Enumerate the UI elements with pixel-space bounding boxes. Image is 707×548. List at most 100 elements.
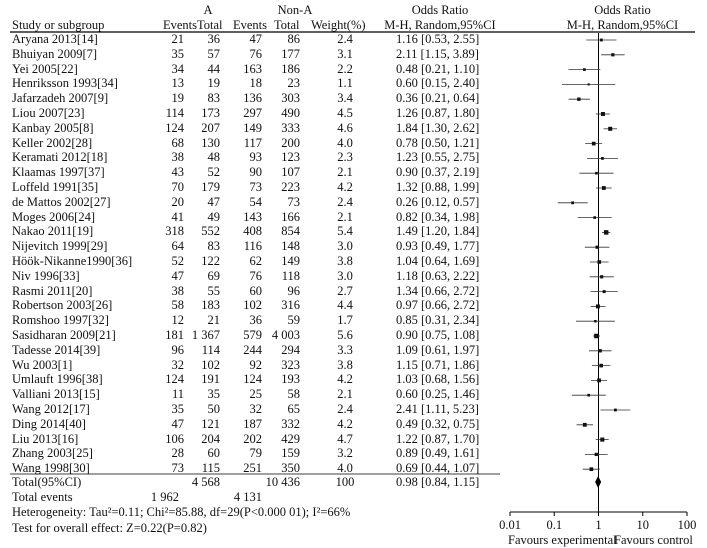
plot-column-title: Odds Ratio	[594, 3, 651, 17]
total-a: 121	[201, 416, 220, 431]
table-row: Loffeld 1991[35] 70 179 73 223 4.2 1.32 [0.88,…	[0, 179, 500, 195]
study-name: Bhuiyan 2009[7]	[12, 46, 98, 61]
events-nona: 93	[249, 150, 263, 165]
total-nona: 23	[287, 76, 301, 91]
events-nona: 149	[243, 120, 262, 135]
total-a: 204	[201, 431, 220, 446]
total-a: 48	[207, 150, 221, 165]
weight: 4.5	[337, 106, 353, 120]
events-a: 47	[171, 416, 185, 431]
favours-experimental-label: Favours experimental	[508, 533, 617, 547]
study-name: Wu 2003[1]	[12, 357, 73, 372]
study-name: Nijevitch 1999[29]	[12, 239, 108, 254]
weight: 2.2	[337, 61, 353, 76]
table-row: Ding 2014[40] 47 121 187 332 4.2 0.49 [0.32, 0…	[0, 416, 500, 432]
events-a: 318	[165, 224, 184, 239]
events-a: 38	[171, 283, 185, 298]
pooled-diamond	[595, 476, 602, 488]
or-text: 0.26 [0.12, 0.57]	[396, 194, 480, 209]
table-row: de Mattos 2002[27] 20 47 54 73 2.4 0.26 [0.12,…	[0, 194, 500, 210]
group-a-header: A	[203, 3, 213, 17]
table-row: Liu 2013[16] 106 204 202 429 4.7 1.22 [0.87, 1…	[0, 431, 500, 447]
point-estimate	[600, 437, 605, 442]
weight: 4.0	[337, 135, 353, 150]
tick-label: 10	[636, 518, 650, 532]
total-nona: 107	[281, 165, 300, 180]
total-a: 83	[207, 91, 221, 106]
study-name: Wang 2012[17]	[12, 402, 90, 416]
weight: 5.4	[337, 224, 353, 239]
events-a-total: 1 962	[150, 490, 179, 504]
table-row: Niv 1996[33] 47 69 76 118 3.0 1.18 [0.63, 2.22…	[0, 268, 500, 284]
table-row: Yei 2005[22] 34 44 163 186 2.2 0.48 [0.21, 1.1…	[0, 61, 500, 77]
events-nona: 90	[249, 165, 263, 180]
study-name: Wang 1998[30]	[12, 461, 90, 476]
study-name: Jafarzadeh 2007[9]	[12, 91, 109, 106]
table-row: Wu 2003[1] 32 102 92 323 3.8 1.15 [0.71, 1.86]	[0, 357, 500, 373]
events-nona: 136	[243, 91, 262, 106]
total-a: 19	[207, 76, 221, 91]
events-a: 114	[165, 106, 184, 120]
study-name: Niv 1996[33]	[12, 268, 80, 283]
total-nona: 200	[281, 135, 300, 150]
or-column-subtitle: M-H, Random,95%CI	[384, 18, 496, 32]
total-a: 44	[207, 61, 221, 76]
point-estimate	[613, 408, 617, 412]
total-nona: 96	[287, 283, 301, 298]
total-nona-header: Total	[274, 18, 300, 32]
total-nona: 148	[281, 239, 300, 254]
total-nona: 350	[281, 461, 300, 476]
point-estimate	[587, 393, 591, 397]
events-nona: 36	[249, 313, 263, 328]
study-name: Höök-Nikanne1990[36]	[12, 254, 133, 268]
total-a: 35	[207, 387, 221, 402]
table-row: Kanbay 2005[8] 124 207 149 333 4.6 1.84 [1.30,…	[0, 120, 500, 136]
events-a: 28	[171, 446, 185, 461]
study-name: Robertson 2003[26]	[12, 298, 113, 313]
weight: 2.4	[337, 194, 353, 209]
total-nona: 186	[281, 61, 300, 76]
favours-control-label: Favours control	[614, 533, 693, 547]
events-a: 52	[171, 254, 185, 268]
events-a: 41	[171, 209, 185, 224]
plot-column-subtitle: M-H, Random,95%CI	[566, 18, 679, 32]
point-estimate	[589, 467, 594, 472]
point-estimate	[601, 157, 604, 160]
events-a: 70	[171, 180, 185, 194]
events-a: 13	[171, 76, 185, 91]
table-row: Umlauft 1996[38] 124 191 124 193 4.2 1.03 [0.6…	[0, 371, 500, 387]
table-row: Wang 1998[30] 73 115 251 350 4.0 0.69 [0.44, 1…	[0, 460, 500, 476]
or-text: 1.32 [0.88, 1.99]	[396, 180, 480, 194]
events-a: 19	[171, 91, 185, 106]
total-a-value: 4 568	[191, 475, 220, 489]
total-nona: 73	[287, 194, 301, 209]
tick-label: 0.1	[546, 518, 563, 532]
study-name: Tadesse 2014[39]	[12, 342, 101, 357]
or-text: 0.85 [0.31, 2.34]	[396, 313, 480, 328]
or-text: 1.09 [0.61, 1.97]	[396, 342, 480, 357]
table-row: Bhuiyan 2009[7] 35 57 76 177 3.1 2.11 [1.15, 3…	[0, 46, 500, 62]
weight: 4.4	[337, 298, 353, 313]
events-nona: 251	[243, 461, 262, 476]
study-name: Zhang 2003[25]	[12, 446, 93, 461]
point-estimate	[595, 304, 600, 309]
events-nona: 18	[249, 76, 263, 91]
events-nona: 47	[249, 32, 263, 46]
study-header: Study or subgroup	[12, 18, 105, 32]
events-nona: 25	[249, 387, 263, 402]
events-nona: 408	[243, 224, 262, 239]
group-non-a-header: Non-A	[277, 3, 313, 17]
table-row: Tadesse 2014[39] 96 114 244 294 3.3 1.09 [0.61…	[0, 342, 500, 358]
events-a: 58	[171, 298, 185, 313]
or-text: 0.48 [0.21, 1.10]	[396, 61, 480, 76]
point-estimate	[595, 245, 599, 249]
events-nona: 116	[243, 239, 262, 254]
study-name: Umlauft 1996[38]	[12, 372, 103, 387]
point-estimate	[611, 53, 615, 57]
or-text: 0.90 [0.37, 2.19]	[396, 165, 480, 180]
study-name: Rasmi 2011[20]	[12, 283, 93, 298]
or-text: 1.16 [0.53, 2.55]	[396, 32, 480, 46]
total-nona: 4 003	[271, 328, 300, 342]
events-a-header: Events	[163, 18, 198, 32]
point-estimate	[594, 333, 599, 339]
